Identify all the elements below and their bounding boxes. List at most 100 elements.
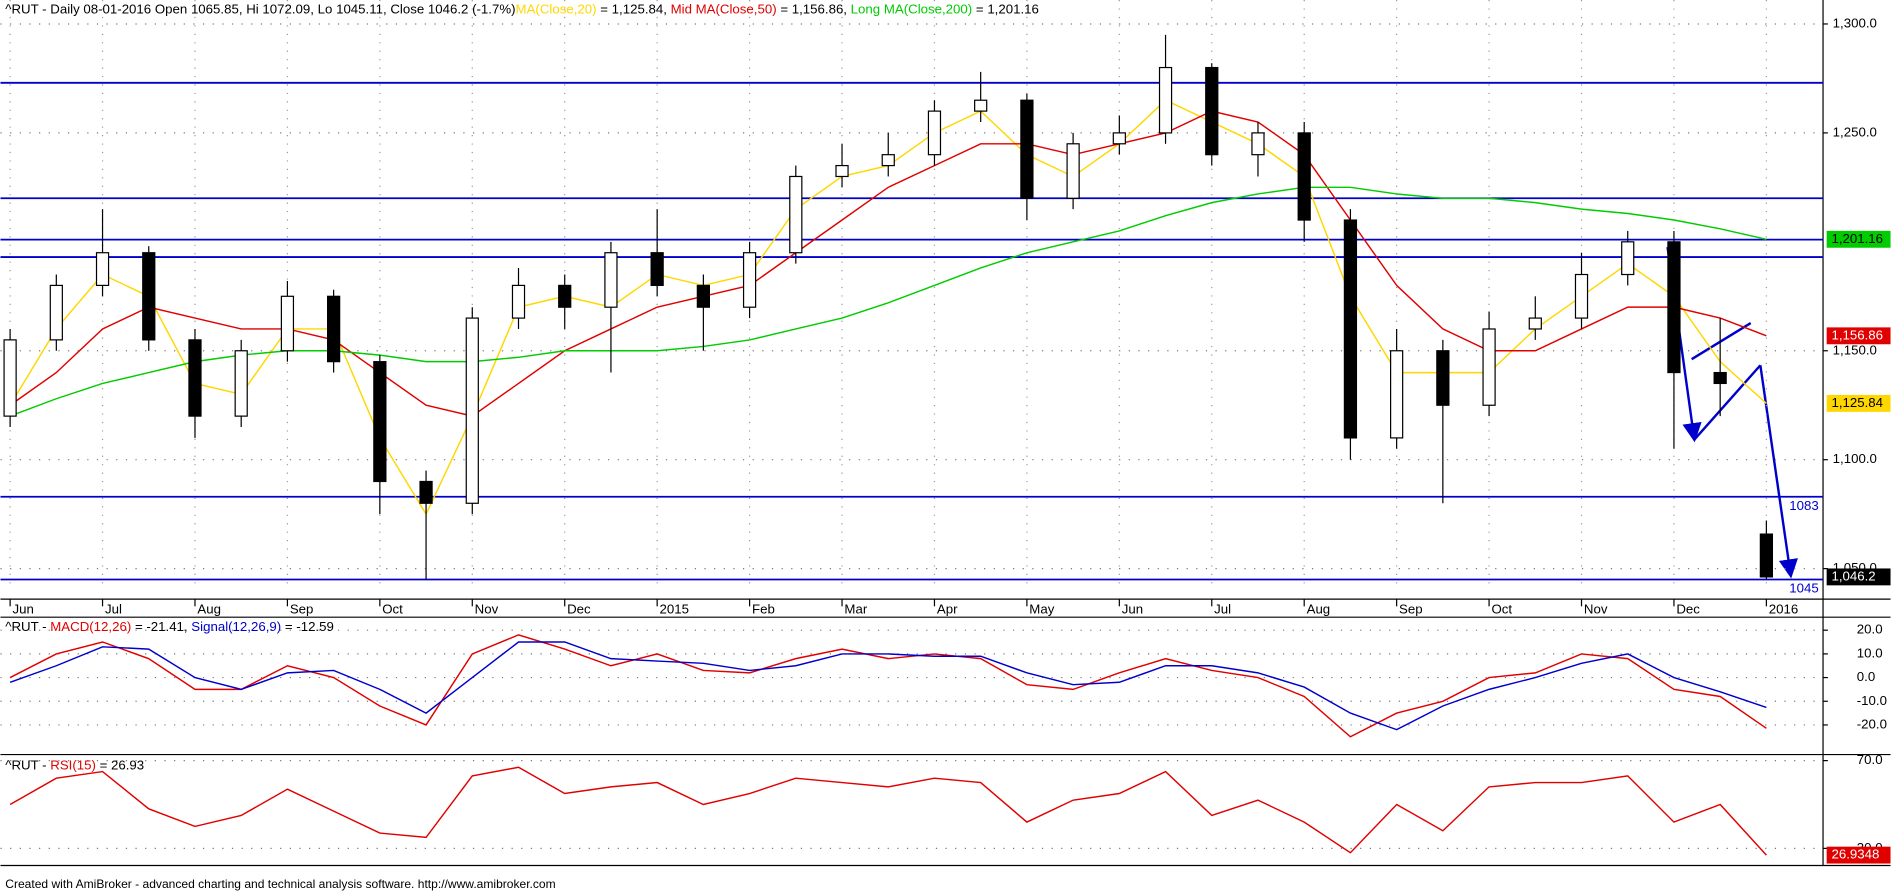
candle-body	[696, 284, 711, 308]
legend-name: MACD(12,26)	[50, 618, 131, 633]
legend-value: = 1,156.86,	[777, 1, 851, 16]
trend-line	[1691, 322, 1752, 361]
x-tick-label: Aug	[1307, 601, 1331, 616]
y-tick-label: 1,250.0	[1833, 124, 1877, 139]
candle-body	[558, 284, 572, 308]
value-badge-label: 1,156.86	[1831, 327, 1883, 342]
x-tick-label: Jun	[13, 601, 34, 616]
x-tick-label: Oct	[1491, 601, 1512, 616]
y-tick-label: 70.0	[1857, 752, 1883, 767]
x-tick-label: Jun	[1122, 601, 1143, 616]
candle-body	[1482, 328, 1496, 406]
panel-header: ^RUT - Daily 08-01-2016 Open 1065.85, Hi…	[5, 1, 1039, 16]
candle-body	[1020, 99, 1034, 199]
candle-body	[327, 295, 341, 363]
panel-header: ^RUT - MACD(12,26) = -21.41, Signal(12,2…	[5, 618, 334, 633]
trend-line	[1693, 364, 1762, 441]
prefix: ^RUT -	[5, 757, 50, 772]
value-badge	[1826, 568, 1891, 586]
candle-body	[604, 252, 618, 308]
value-badge-label: 1,046.2	[1831, 568, 1875, 583]
candle-body	[1390, 350, 1404, 439]
legend-value: = 1,201.16	[972, 1, 1039, 16]
level-label: 1045	[1789, 581, 1818, 596]
candle-body	[881, 154, 895, 167]
x-tick-label: Mar	[844, 601, 867, 616]
x-tick-label: Dec	[1676, 601, 1700, 616]
candle-body	[1667, 241, 1681, 374]
x-tick-label: Sep	[290, 601, 314, 616]
footer: Created with AmiBroker - advanced charti…	[5, 877, 555, 891]
level-label: 1083	[1789, 498, 1818, 513]
y-tick-label: -10.0	[1857, 693, 1887, 708]
panel-frames	[0, 0, 1891, 867]
x-tick-label: 2016	[1769, 601, 1798, 616]
legend-name: Long MA(Close,200)	[851, 1, 973, 16]
y-tick-label: 1,300.0	[1833, 15, 1877, 30]
x-tick-label: Apr	[937, 601, 958, 616]
x-tick-label: Oct	[382, 601, 403, 616]
legend-name: Signal(12,26,9)	[191, 618, 281, 633]
candle-body	[465, 317, 479, 504]
candle-body	[49, 284, 63, 341]
candle-body	[1574, 273, 1589, 319]
candle-body	[1343, 219, 1358, 439]
candle-body	[419, 480, 433, 504]
candle-body	[1436, 350, 1450, 406]
legend-value: = 1,125.84,	[597, 1, 671, 16]
x-tick-label: Jul	[105, 601, 122, 616]
legend-name: MA(Close,20)	[516, 1, 597, 16]
trend-arrow	[1759, 365, 1798, 579]
candle-body	[974, 99, 988, 112]
legend-value: = 26.93	[96, 757, 144, 772]
candle-body	[142, 252, 156, 341]
series-line	[9, 634, 1767, 738]
x-tick-label: 2015	[660, 601, 689, 616]
y-tick-label: -20.0	[1857, 716, 1887, 731]
candle-body	[1759, 533, 1774, 578]
value-badge	[1826, 394, 1891, 412]
y-tick-label: 10.0	[1857, 645, 1883, 660]
candle-body	[188, 339, 202, 417]
prefix: ^RUT -	[5, 618, 50, 633]
value-badge-label: 26.9348	[1831, 847, 1879, 862]
series-line	[9, 110, 1767, 417]
panel-header: ^RUT - RSI(15) = 26.93	[5, 757, 144, 772]
quote: ^RUT - Daily 08-01-2016 Open 1065.85, Hi…	[5, 1, 515, 16]
candle-body	[1205, 66, 1219, 156]
y-tick-label: 0.0	[1857, 669, 1875, 684]
legend-name: RSI(15)	[50, 757, 96, 772]
value-badge-label: 1,125.84	[1831, 395, 1883, 410]
candle-body	[789, 175, 803, 254]
candle-body	[1528, 317, 1542, 330]
legend-value: = -21.41,	[131, 618, 191, 633]
value-badge	[1826, 846, 1891, 864]
x-tick-label: Nov	[475, 601, 499, 616]
value-badge	[1826, 230, 1891, 248]
y-tick-label: 1,100.0	[1833, 451, 1877, 466]
candle-body	[3, 339, 17, 417]
candle-body	[95, 252, 110, 287]
series-line	[9, 186, 1767, 417]
candle-body	[234, 350, 248, 417]
x-tick-label: Aug	[197, 601, 221, 616]
x-tick-label: Sep	[1399, 601, 1423, 616]
x-tick-label: Feb	[752, 601, 775, 616]
candle-body	[373, 361, 387, 483]
x-tick-label: Jul	[1214, 601, 1231, 616]
candle-body	[650, 252, 664, 287]
series-line	[9, 641, 1767, 731]
series-line	[9, 766, 1767, 856]
candle-body	[1158, 66, 1173, 134]
x-tick-label: Dec	[567, 601, 591, 616]
candle-body	[280, 295, 295, 352]
y-tick-label: 1,150.0	[1833, 342, 1877, 357]
candle-body	[1112, 132, 1126, 145]
candle-body	[835, 164, 849, 178]
x-tick-label: May	[1029, 601, 1054, 616]
candle-body	[1066, 143, 1080, 199]
candle-body	[927, 110, 942, 156]
candle-body	[1297, 132, 1311, 221]
